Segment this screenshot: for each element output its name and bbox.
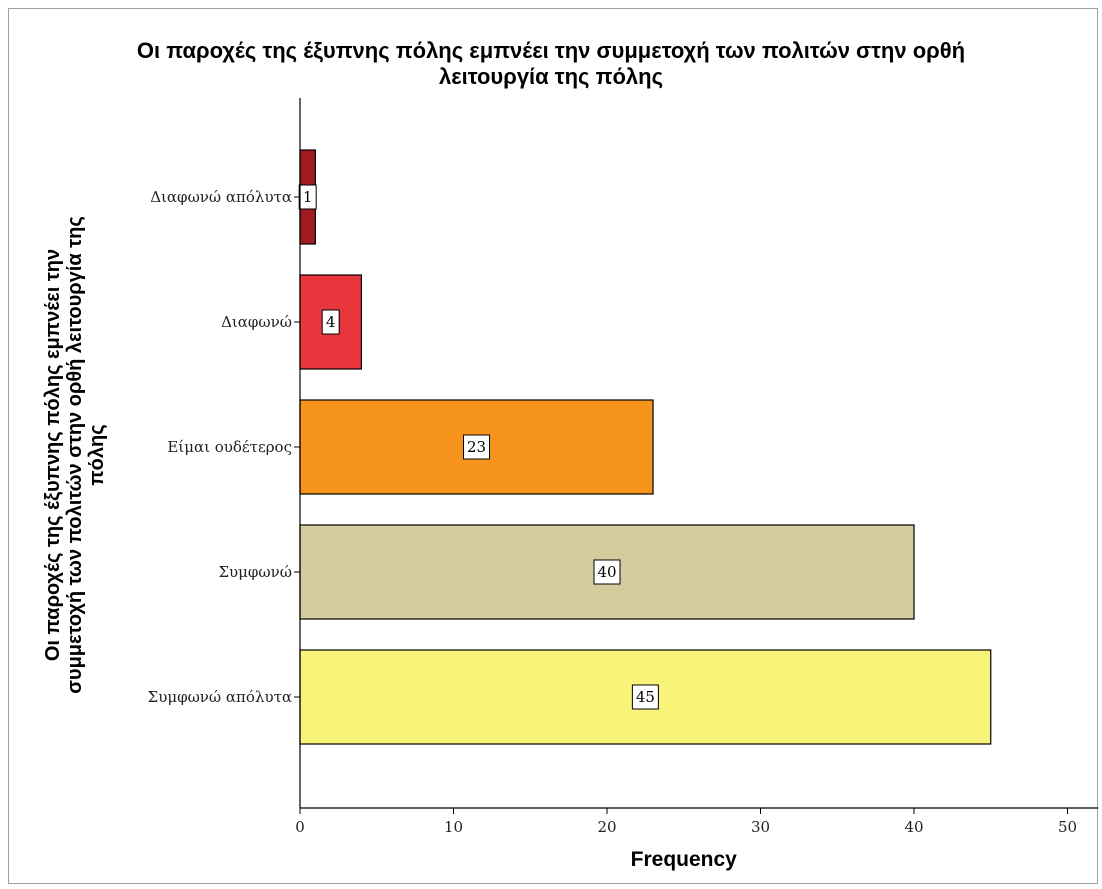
x-tick-label-4: 40 <box>904 818 923 836</box>
y-tick-label-2: Είμαι ουδέτερος <box>167 438 292 456</box>
data-label-box-2 <box>463 434 491 460</box>
axes-layer: Διαφωνώ απόλυτα Διαφωνώ Είμαι ουδέτερος Συμ… <box>148 98 1099 836</box>
data-label-0: 1 <box>303 188 313 206</box>
chart-title-line-1: Οι παροχές της έξυπνης πόλης εμπνέει την… <box>136 38 966 63</box>
x-tick-label-5: 50 <box>1058 818 1077 836</box>
x-tick-label-2: 20 <box>597 818 616 836</box>
data-label-2: 23 <box>467 438 486 456</box>
data-label-3: 40 <box>597 563 616 581</box>
data-label-box-3 <box>593 559 621 585</box>
y-tick-label-4: Συμφωνώ απόλυτα <box>148 688 292 706</box>
y-tick-label-3: Συμφωνώ <box>218 563 292 581</box>
data-label-1: 4 <box>326 313 336 331</box>
data-label-box-4 <box>631 684 659 710</box>
x-tick-label-0: 0 <box>295 818 305 836</box>
x-tick-label-3: 30 <box>751 818 770 836</box>
x-tick-label-1: 10 <box>444 818 463 836</box>
data-label-4: 45 <box>636 688 655 706</box>
data-label-box-1 <box>321 309 340 335</box>
chart-title-line-2: λειτουργία της πόλης <box>438 64 664 89</box>
x-axis-title: Frequency <box>631 848 738 871</box>
bars-layer: 1 4 23 40 45 <box>298 149 992 745</box>
y-tick-label-0: Διαφωνώ απόλυτα <box>150 188 292 206</box>
y-tick-label-1: Διαφωνώ <box>221 313 292 331</box>
